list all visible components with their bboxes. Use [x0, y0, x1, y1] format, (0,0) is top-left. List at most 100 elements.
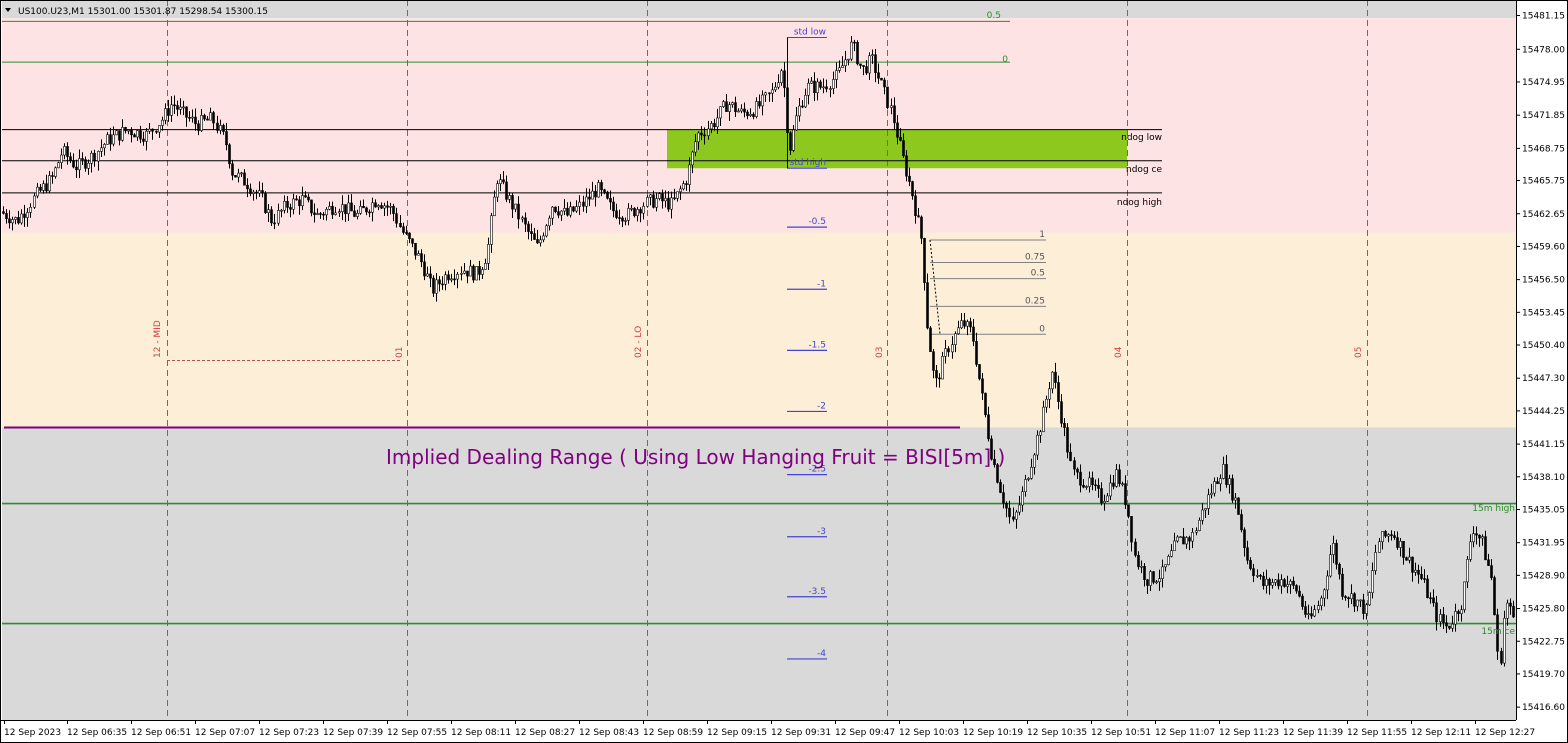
- candle-body: [1469, 541, 1472, 560]
- candle-body: [1317, 605, 1320, 610]
- level-label: 15m ce: [1481, 627, 1515, 637]
- candle-body: [167, 108, 170, 116]
- candle-body: [295, 198, 298, 201]
- std-label: -1.5: [808, 340, 826, 350]
- candle-body: [127, 129, 130, 132]
- candle-body: [411, 238, 414, 244]
- candle-body: [740, 108, 743, 112]
- candle-body: [1082, 484, 1085, 488]
- level-label: ndog low: [1121, 133, 1162, 143]
- candle-body: [582, 201, 585, 207]
- candle-body: [490, 215, 493, 245]
- candle-body: [60, 154, 63, 163]
- session-marker-label: 05: [1354, 347, 1364, 358]
- triangle-down-icon[interactable]: [5, 8, 11, 12]
- candle-body: [972, 326, 975, 342]
- candle-body: [298, 199, 301, 207]
- candle-body: [374, 202, 377, 208]
- candle-body: [93, 152, 96, 162]
- levels-labels-layer: 0.5 0 ndog low ndog ce ndog high 15m high 15m …: [790, 11, 1516, 659]
- price-tick-label: 15441.15: [1522, 440, 1565, 450]
- candle-body: [1100, 488, 1103, 504]
- candle-body: [1042, 406, 1045, 433]
- candle-body: [609, 197, 612, 203]
- price-tick-label: 15422.75: [1522, 637, 1565, 647]
- candle-body: [923, 238, 926, 283]
- candle-body: [960, 320, 963, 329]
- price-tick-label: 15468.75: [1522, 144, 1565, 154]
- premium-zone: [2, 18, 1516, 233]
- symbol-header[interactable]: US100.U23,M1 15301.00 15301.87 15298.54 …: [5, 7, 268, 17]
- candle-body: [719, 106, 722, 119]
- time-tick-label: 12 Sep 08:43: [579, 728, 639, 738]
- candle-body: [1301, 595, 1304, 607]
- candle-body: [1185, 537, 1188, 545]
- candle-body: [792, 129, 795, 151]
- candle-body: [20, 213, 23, 224]
- candle-body: [847, 58, 850, 61]
- candle-body: [868, 55, 871, 74]
- candle-body: [1063, 422, 1066, 428]
- candle-body: [832, 79, 835, 89]
- candle-body: [804, 94, 807, 108]
- candle-body: [1155, 581, 1158, 584]
- candle-body: [1432, 597, 1435, 604]
- candle-body: [319, 213, 322, 215]
- candle-body: [1451, 623, 1454, 629]
- candle-body: [1170, 550, 1173, 557]
- candle-body: [328, 206, 331, 210]
- candle-body: [761, 94, 764, 107]
- candle-body: [816, 81, 819, 94]
- time-tick-label: 12 Sep 09:31: [771, 728, 831, 738]
- candle-body: [902, 140, 905, 157]
- candle-body: [801, 105, 804, 108]
- candle-body: [1359, 599, 1362, 602]
- candle-body: [481, 269, 484, 275]
- candle-body: [307, 196, 310, 201]
- candle-body: [322, 213, 325, 216]
- candle-body: [1313, 609, 1316, 617]
- candle-body: [1503, 617, 1506, 664]
- candle-body: [450, 278, 453, 281]
- session-vlines: 12 - MID 01 02 - LO 03 04 05: [153, 0, 1368, 720]
- time-tick-label: 12 Sep 08:59: [643, 728, 703, 738]
- candle-body: [1005, 502, 1008, 509]
- candle-body: [1329, 554, 1332, 577]
- candle-body: [600, 182, 603, 191]
- std-label: std low: [794, 28, 826, 38]
- candle-body: [1073, 460, 1076, 470]
- candle-body: [118, 130, 121, 141]
- candle-body: [188, 117, 191, 119]
- session-marker-label: 03: [875, 347, 885, 358]
- candle-body: [267, 209, 270, 213]
- candle-body: [1417, 569, 1420, 575]
- price-tick-label: 15474.95: [1522, 78, 1565, 88]
- candle-body: [115, 130, 118, 136]
- price-tick-label: 15478.00: [1522, 45, 1565, 55]
- candle-body: [1262, 575, 1265, 587]
- candle-body: [514, 203, 517, 210]
- candle-body: [783, 70, 786, 89]
- candle-body: [1408, 556, 1411, 561]
- candle-body: [1246, 547, 1249, 561]
- candle-body: [1420, 574, 1423, 579]
- candle-body: [1341, 573, 1344, 597]
- candle-body: [893, 105, 896, 124]
- candle-body: [710, 123, 713, 130]
- candle-body: [1460, 609, 1463, 614]
- candle-body: [453, 278, 456, 281]
- candle-body: [1463, 581, 1466, 611]
- candle-body: [1143, 566, 1146, 580]
- candle-body: [725, 101, 728, 113]
- candle-body: [1054, 371, 1057, 383]
- candle-body: [615, 210, 618, 218]
- price-tick-label: 15481.15: [1522, 12, 1565, 22]
- candle-body: [807, 82, 810, 96]
- candle-body: [493, 196, 496, 217]
- candle-body: [844, 59, 847, 66]
- candle-body: [1423, 578, 1426, 580]
- candle-body: [347, 202, 350, 215]
- candle-body: [133, 134, 136, 138]
- candle-body: [1362, 599, 1365, 614]
- candle-body: [1173, 540, 1176, 551]
